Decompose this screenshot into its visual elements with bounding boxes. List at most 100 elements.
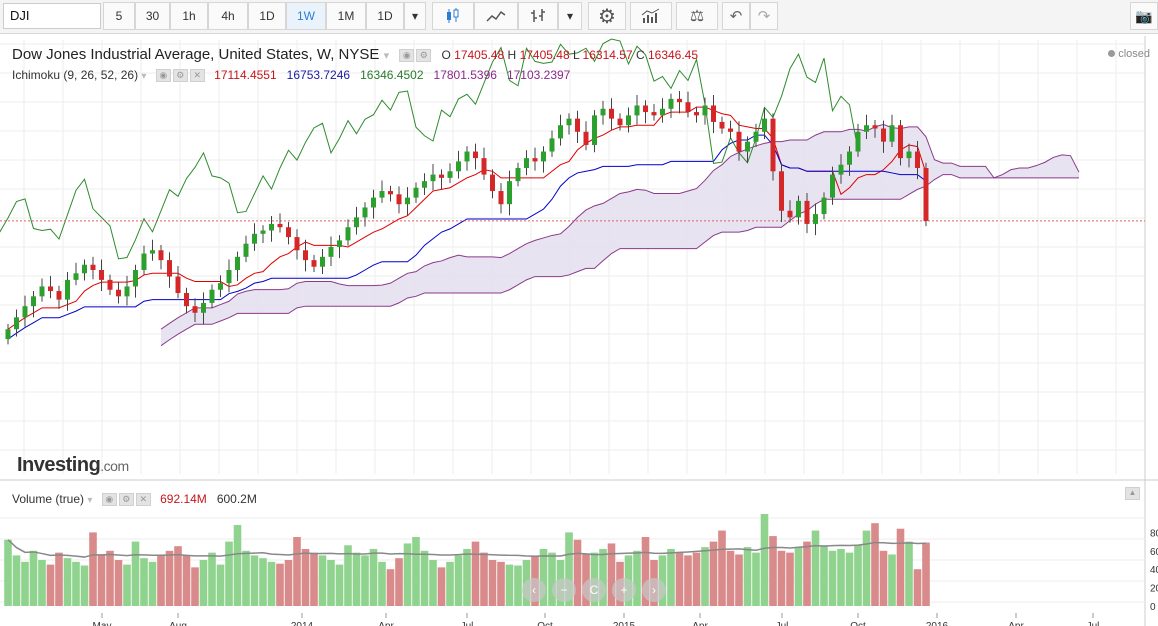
candle-up <box>82 264 87 274</box>
candle-up <box>600 108 606 116</box>
candle-down <box>898 125 903 159</box>
settings-button[interactable]: ⚙ <box>588 2 626 30</box>
volume-bar <box>922 542 930 606</box>
close-value: 16346.45 <box>647 48 699 62</box>
volume-bar <box>709 541 718 606</box>
volume-bar <box>667 548 675 606</box>
main-series-controls: ◉ ⚙ <box>399 48 432 62</box>
gear-icon[interactable]: ⚙ <box>416 48 432 62</box>
volume-bar <box>395 558 403 606</box>
indicators-button[interactable] <box>630 2 672 30</box>
chart-canvas[interactable]: 80 60 40 20 0 May Aug 2014 Apr Jul Oct 2015 Apr Jul Oc… <box>0 36 1158 626</box>
candle-down <box>388 191 393 195</box>
low-value: 16314.57 <box>582 48 633 62</box>
candle-down <box>473 151 478 159</box>
candle-down <box>872 125 878 129</box>
eye-icon[interactable]: ◉ <box>155 69 171 83</box>
chart-area[interactable]: 80 60 40 20 0 May Aug 2014 Apr Jul Oct 2015 Apr Jul Oc… <box>0 36 1158 626</box>
candle-down <box>277 223 283 228</box>
volume-bar <box>786 552 794 606</box>
interval-dropdown-button[interactable]: ▾ <box>404 2 426 30</box>
volume-bar <box>148 561 157 606</box>
volume-bar <box>378 561 386 606</box>
interval-1d-button[interactable]: 1D <box>248 2 286 30</box>
interval-5-button[interactable]: 5 <box>103 2 135 30</box>
candle-up <box>515 168 521 182</box>
logo-brand: Investing <box>17 454 101 476</box>
bar-style-button[interactable] <box>518 2 558 30</box>
ohlc-bars-icon <box>531 9 545 22</box>
volume-bar <box>871 523 879 606</box>
dropdown-icon[interactable]: ▾ <box>87 495 93 506</box>
eye-icon[interactable]: ◉ <box>101 493 117 507</box>
undo-button[interactable]: ↶ <box>722 2 750 30</box>
volume-bar <box>828 550 837 606</box>
redo-button[interactable]: ↷ <box>750 2 778 30</box>
volume-bar <box>140 558 148 606</box>
chart-title: Dow Jones Industrial Average, United Sta… <box>12 46 380 63</box>
candle-up <box>745 141 750 152</box>
volume-bar <box>743 547 752 606</box>
compare-button[interactable]: ⚖ <box>676 2 718 30</box>
close-icon[interactable]: ✕ <box>189 69 205 83</box>
candlestick-style-button[interactable] <box>432 2 474 30</box>
candle-up <box>405 197 410 205</box>
zoom-in-button[interactable]: + <box>612 578 636 602</box>
volume-bar <box>565 532 573 606</box>
volume-bar <box>344 545 352 606</box>
candle-down <box>728 128 733 132</box>
x-axis-label: 2014 <box>291 621 314 626</box>
zoom-out-button[interactable]: − <box>552 578 576 602</box>
candle-up <box>345 227 351 241</box>
volume-bar <box>233 525 242 606</box>
volume-bar <box>242 550 250 606</box>
candle-up <box>592 115 597 145</box>
volume-bar <box>845 552 854 606</box>
interval-custom-button[interactable]: 1D <box>366 2 404 30</box>
status-dot-icon <box>1108 50 1116 57</box>
candle-down <box>694 112 699 116</box>
chart-style-dropdown-button[interactable]: ▾ <box>558 2 582 30</box>
interval-1w-button[interactable]: 1W <box>286 2 326 30</box>
interval-1h-button[interactable]: 1h <box>170 2 208 30</box>
volume-bar <box>412 537 420 606</box>
volume-axis-label: 60 <box>1150 547 1158 558</box>
x-axis-label: Apr <box>378 621 394 626</box>
dropdown-icon[interactable]: ▾ <box>383 50 390 62</box>
interval-4h-button[interactable]: 4h <box>208 2 248 30</box>
candle-up <box>320 256 325 267</box>
interval-1m-button[interactable]: 1M <box>326 2 366 30</box>
x-axis-label: 2015 <box>613 621 636 626</box>
candle-up <box>838 164 844 175</box>
volume-bar <box>46 564 55 606</box>
symbol-input[interactable]: DJI <box>3 3 101 29</box>
line-style-button[interactable] <box>474 2 518 30</box>
kijun-value: 16753.7246 <box>286 68 351 82</box>
volume-bar <box>607 543 616 606</box>
candle-down <box>286 227 291 238</box>
redo-icon: ↷ <box>757 8 771 25</box>
maximize-pane-button[interactable]: ▲ <box>1125 487 1140 500</box>
candle-up <box>124 286 130 297</box>
reset-chart-button[interactable]: C <box>582 578 606 602</box>
volume-bar <box>12 555 21 606</box>
dropdown-icon[interactable]: ▾ <box>141 71 147 82</box>
interval-30-button[interactable]: 30 <box>135 2 170 30</box>
candle-up <box>634 105 640 116</box>
close-icon[interactable]: ✕ <box>135 493 151 507</box>
snapshot-button[interactable]: 📷 <box>1130 2 1158 30</box>
candle-up <box>507 181 512 205</box>
eye-icon[interactable]: ◉ <box>399 48 415 62</box>
scroll-left-button[interactable]: ‹ <box>522 578 546 602</box>
candle-down <box>481 158 487 175</box>
volume-bar <box>80 565 89 606</box>
volume-bar <box>361 555 369 606</box>
volume-ma-value: 600.2M <box>216 492 257 506</box>
undo-icon: ↶ <box>729 8 743 25</box>
candle-up <box>422 181 427 188</box>
gear-icon[interactable]: ⚙ <box>172 69 188 83</box>
scroll-right-button[interactable]: › <box>642 578 666 602</box>
gear-icon[interactable]: ⚙ <box>118 493 134 507</box>
candle-down <box>490 174 495 192</box>
volume-bar <box>318 555 327 606</box>
